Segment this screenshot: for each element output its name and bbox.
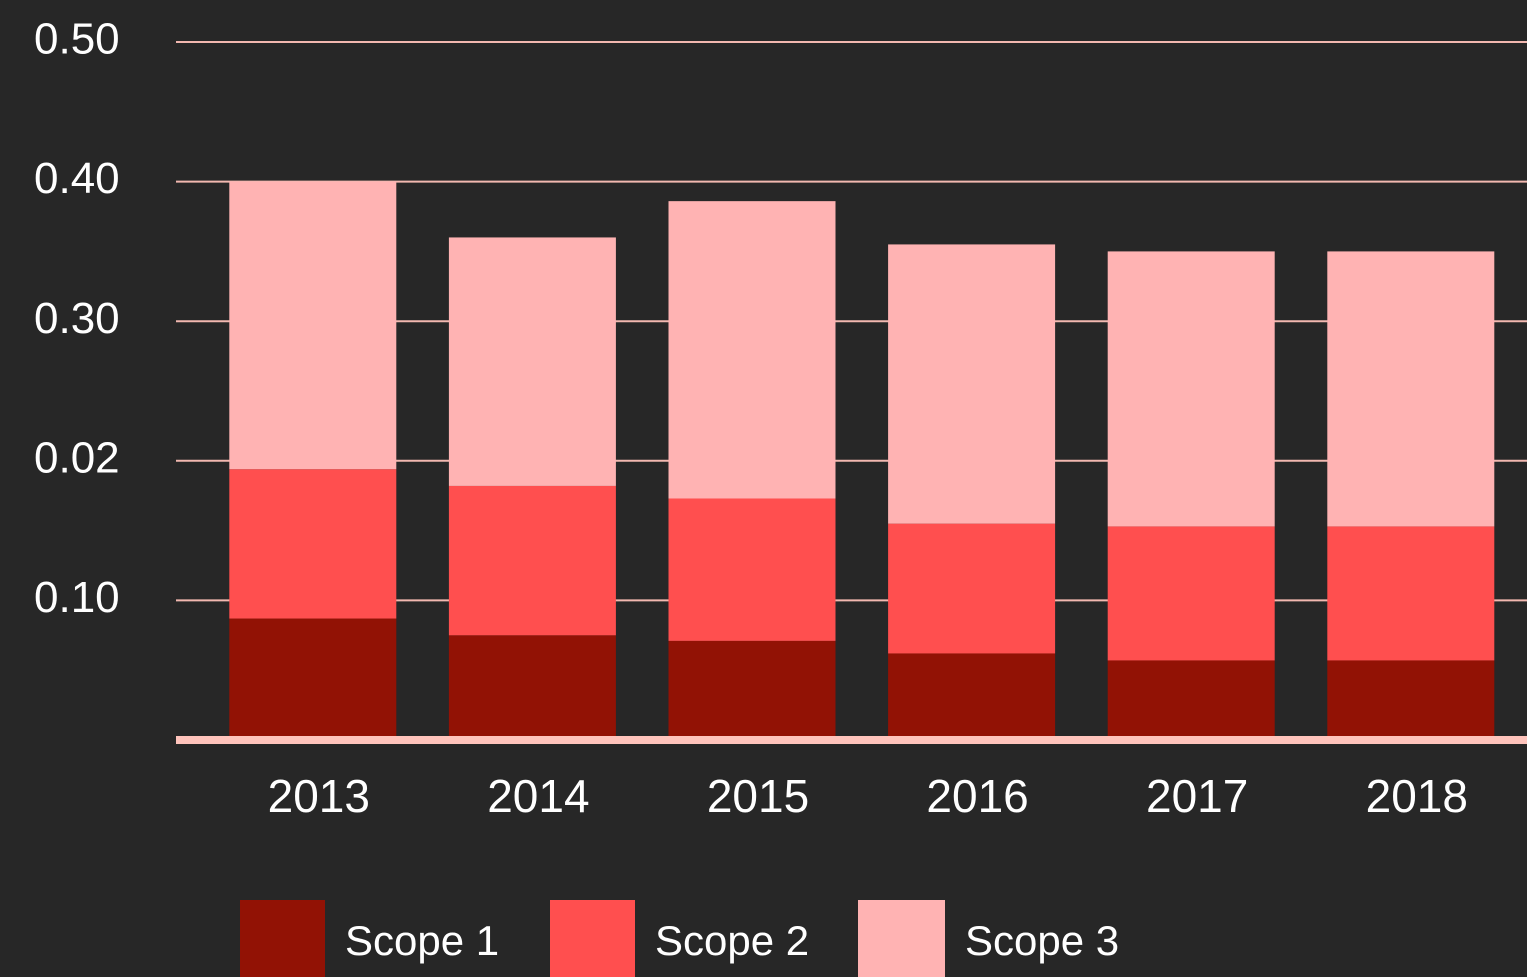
x-tick-label: 2015 xyxy=(707,770,809,822)
x-tick-label: 2014 xyxy=(487,770,589,822)
bar-segment xyxy=(229,618,397,740)
bar-segment xyxy=(668,201,836,499)
bar-segment xyxy=(1327,660,1495,740)
y-tick-label: 0.50 xyxy=(34,15,120,64)
x-tick-label: 2013 xyxy=(268,770,370,822)
bar-segment xyxy=(1107,526,1275,661)
bar-segment xyxy=(229,469,397,619)
bar-segment xyxy=(448,485,616,636)
legend-label: Scope 3 xyxy=(965,917,1119,964)
bar-segment xyxy=(1327,251,1495,527)
bar-segment xyxy=(1107,251,1275,527)
bar-segment xyxy=(888,523,1056,654)
x-tick-label: 2017 xyxy=(1146,770,1248,822)
y-tick-label: 0.10 xyxy=(34,573,120,622)
legend-label: Scope 2 xyxy=(655,917,809,964)
bar-segment xyxy=(229,181,397,470)
bar-segment xyxy=(448,635,616,740)
bar-segment xyxy=(888,653,1056,740)
bar-segment xyxy=(888,244,1056,524)
y-tick-label: 0.40 xyxy=(34,154,120,203)
x-tick-label: 2016 xyxy=(926,770,1028,822)
legend-swatch xyxy=(550,900,635,977)
x-tick-label: 2018 xyxy=(1366,770,1468,822)
bar-segment xyxy=(448,237,616,486)
bar-segment xyxy=(1107,660,1275,740)
legend-swatch xyxy=(858,900,945,977)
y-tick-label: 0.02 xyxy=(34,433,120,482)
bar-segment xyxy=(1327,526,1495,661)
legend-swatch xyxy=(240,900,325,977)
bar-segment xyxy=(668,640,836,740)
y-tick-label: 0.30 xyxy=(34,294,120,343)
bar-segment xyxy=(668,498,836,641)
legend-label: Scope 1 xyxy=(345,917,499,964)
